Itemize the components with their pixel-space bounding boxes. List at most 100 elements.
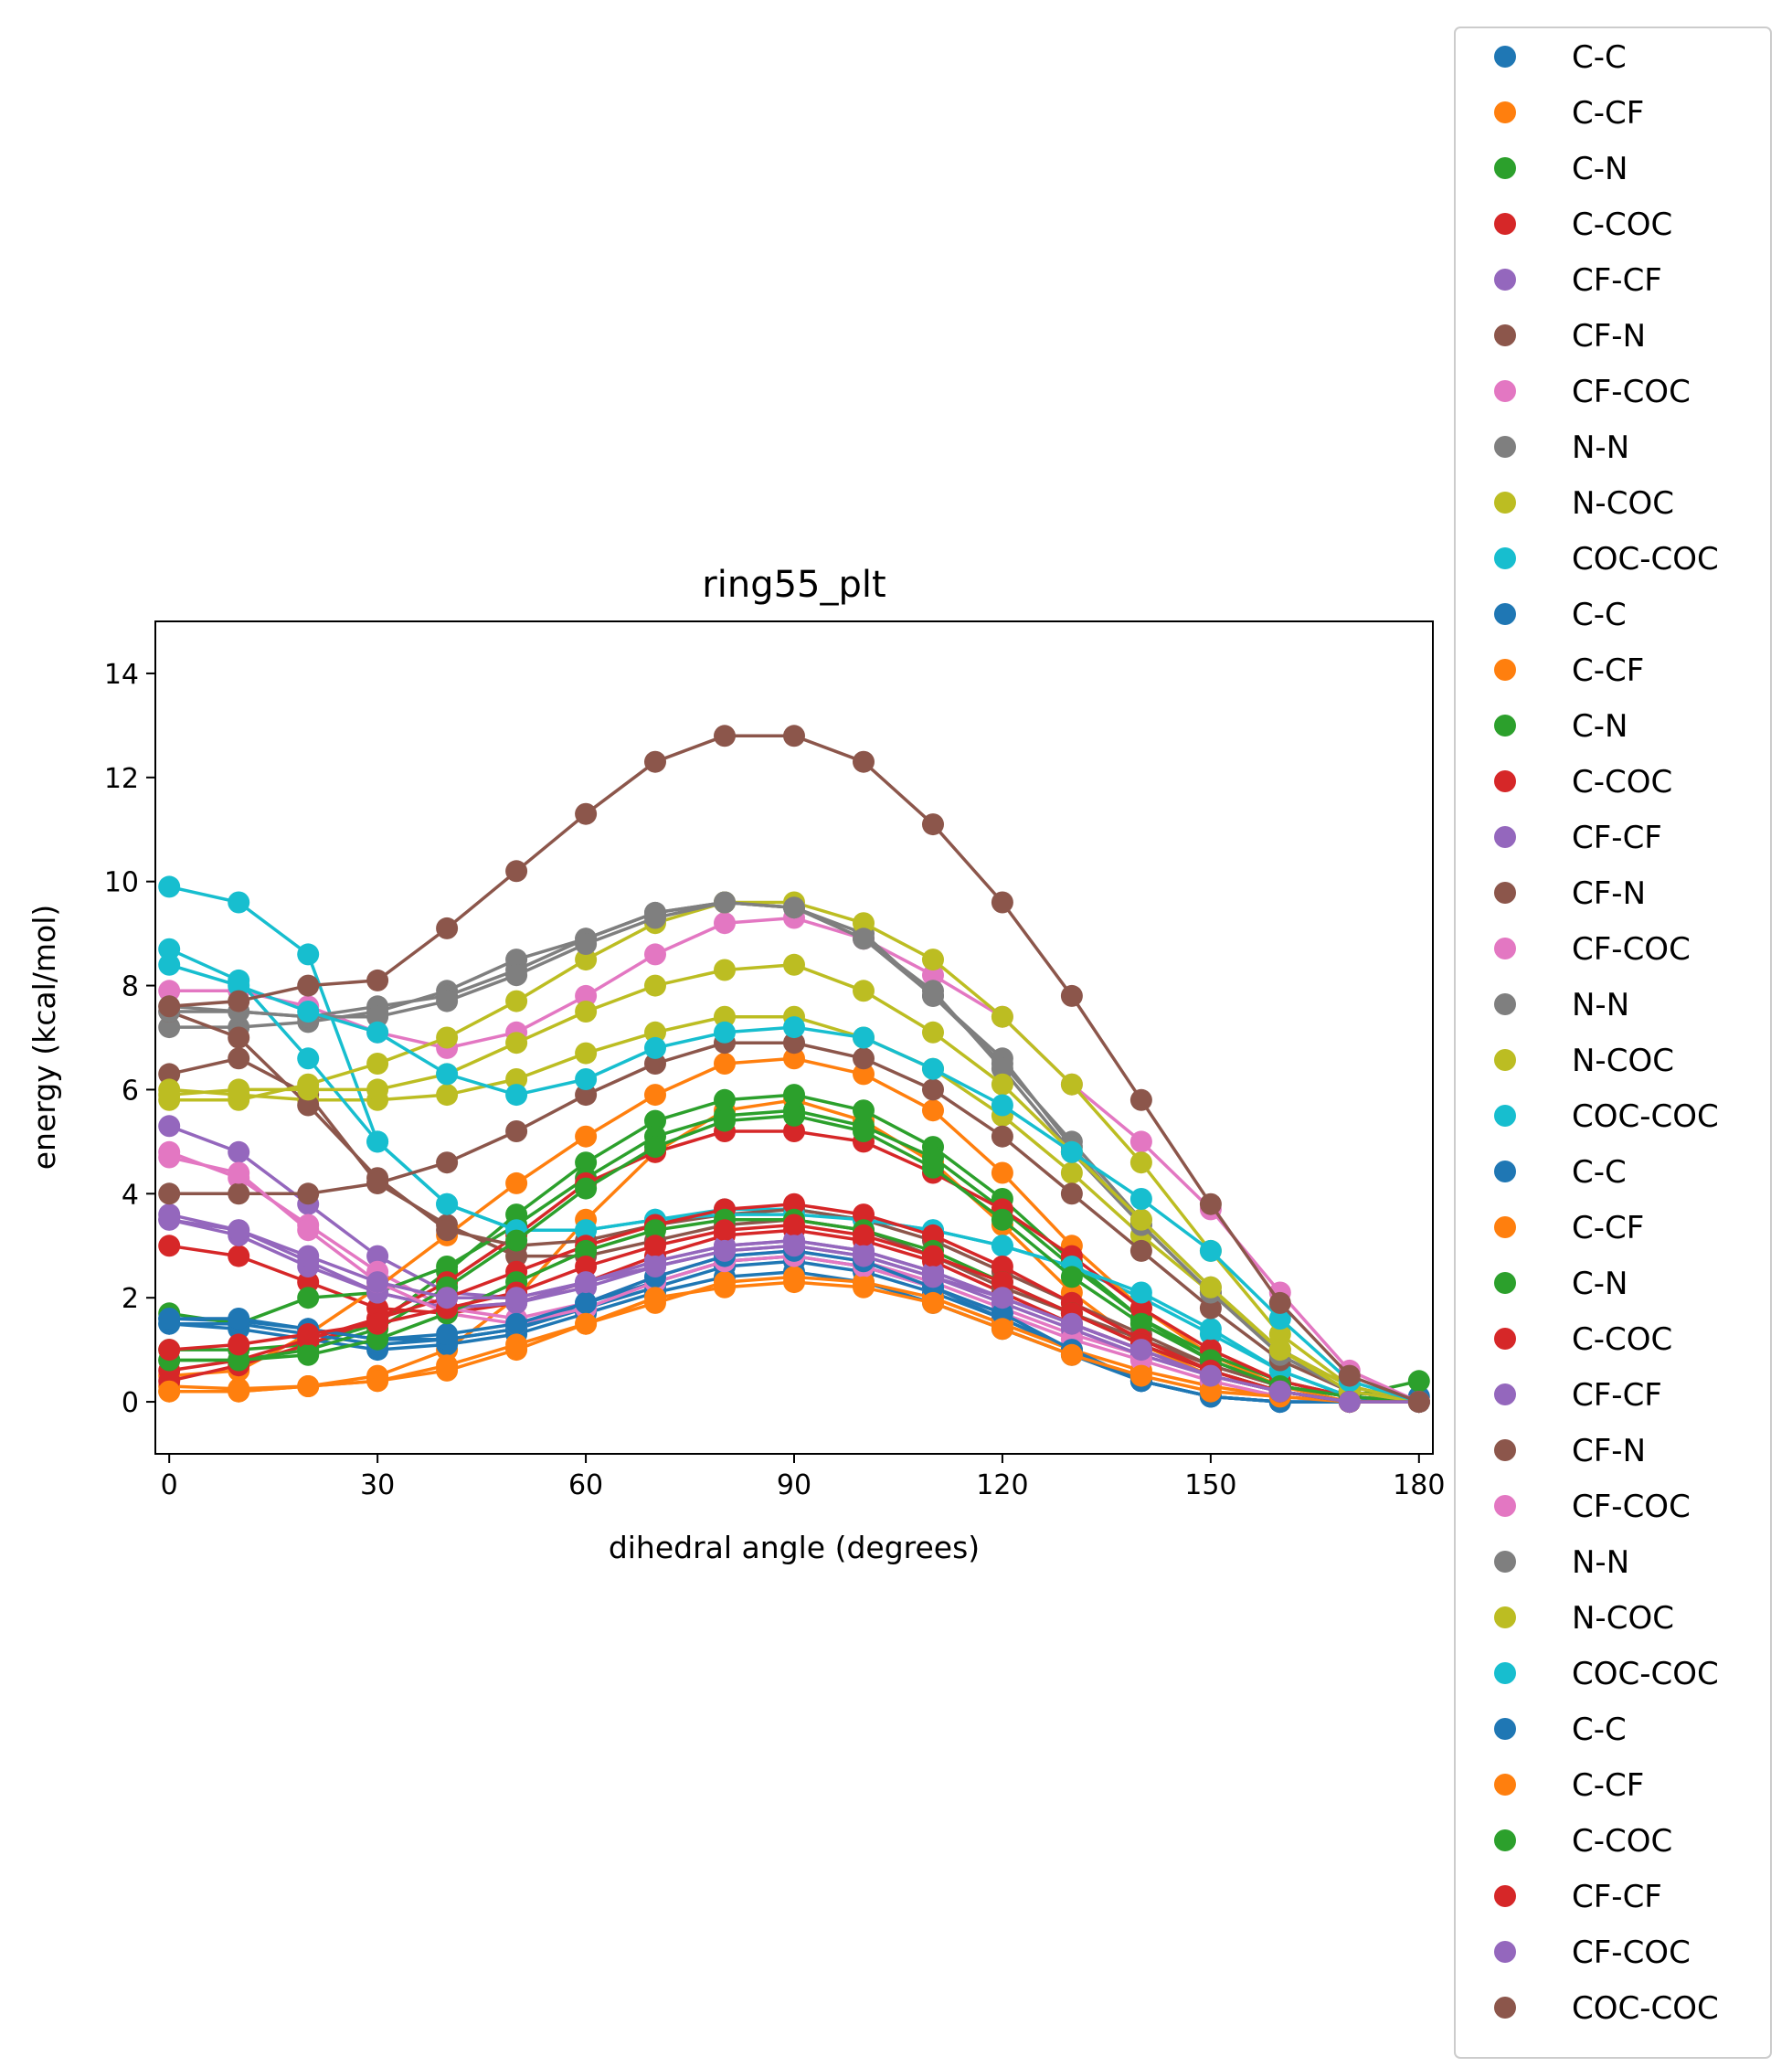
data-point xyxy=(853,928,875,950)
data-point xyxy=(1199,1380,1222,1403)
data-point xyxy=(575,1151,598,1174)
data-point xyxy=(1268,1380,1291,1403)
data-point xyxy=(853,1047,875,1070)
x-tick-label: 0 xyxy=(161,1469,178,1501)
legend-label: C-COC xyxy=(1572,207,1672,243)
legend-label: N-N xyxy=(1572,429,1629,466)
data-point xyxy=(436,1219,459,1242)
legend-label: CF-COC xyxy=(1572,374,1691,410)
data-point xyxy=(1338,1364,1361,1387)
legend-label: CF-COC xyxy=(1572,1489,1691,1525)
data-point xyxy=(853,1120,875,1142)
x-tick-label: 180 xyxy=(1393,1469,1445,1501)
data-point xyxy=(1199,1239,1222,1262)
data-point xyxy=(158,875,181,898)
data-point xyxy=(436,1354,459,1377)
legend-label: C-C xyxy=(1572,39,1627,76)
legend-item: C-N xyxy=(1494,1266,1628,1302)
data-point xyxy=(1060,1161,1083,1184)
legend-item: C-N xyxy=(1494,151,1628,187)
data-point xyxy=(1129,1088,1152,1111)
legend-item: CF-N xyxy=(1494,1433,1646,1469)
data-point xyxy=(575,1001,598,1023)
data-point xyxy=(991,1094,1013,1117)
legend-label: COC-COC xyxy=(1572,1990,1719,2027)
data-point xyxy=(1060,1312,1083,1335)
x-axis: 0 30 60 90 120 150 180 xyxy=(161,1454,1445,1501)
data-point xyxy=(644,1053,666,1075)
legend-marker xyxy=(1494,770,1516,792)
data-point xyxy=(158,980,181,1002)
data-point xyxy=(575,1256,598,1277)
data-point xyxy=(366,1171,389,1194)
legend-marker xyxy=(1494,1272,1516,1294)
data-point xyxy=(228,1161,250,1184)
legend-marker xyxy=(1494,1774,1516,1796)
legend-label: CF-CF xyxy=(1572,1879,1662,1915)
data-point xyxy=(228,1140,250,1163)
data-point xyxy=(644,750,666,773)
legend-item: C-CF xyxy=(1494,95,1644,132)
data-point xyxy=(228,974,250,997)
data-point xyxy=(436,1084,459,1107)
y-axis-label: energy (kcal/mol) xyxy=(27,905,62,1171)
legend-item: C-C xyxy=(1494,1712,1627,1748)
legend-marker xyxy=(1494,826,1516,848)
data-point xyxy=(714,1053,736,1075)
legend-item: COC-COC xyxy=(1494,1990,1719,2027)
data-point xyxy=(714,1239,736,1262)
data-point xyxy=(853,912,875,935)
legend-item: N-N xyxy=(1494,429,1629,466)
legend-marker xyxy=(1494,1997,1516,2019)
data-point xyxy=(366,969,389,991)
data-point xyxy=(228,1308,250,1330)
legend-label: C-COC xyxy=(1572,764,1672,800)
y-tick-label: 6 xyxy=(122,1075,139,1107)
data-point xyxy=(853,1276,875,1298)
data-point xyxy=(1129,1239,1152,1262)
data-point xyxy=(297,1375,320,1397)
data-point xyxy=(366,1271,389,1294)
legend-marker xyxy=(1494,436,1516,458)
legend-marker xyxy=(1494,1216,1516,1238)
legend-label: CF-N xyxy=(1572,875,1646,912)
legend-marker xyxy=(1494,1885,1516,1907)
data-point xyxy=(505,1333,528,1356)
y-tick-label: 10 xyxy=(104,867,139,899)
data-point xyxy=(228,1349,250,1372)
data-point xyxy=(228,1219,250,1242)
data-point xyxy=(783,1192,805,1215)
data-point xyxy=(714,1109,736,1132)
legend-label: N-COC xyxy=(1572,1600,1674,1637)
data-point xyxy=(158,1146,181,1169)
y-tick-label: 0 xyxy=(122,1387,139,1419)
data-point xyxy=(1060,1140,1083,1163)
data-point xyxy=(853,1224,875,1246)
series-26 xyxy=(158,1032,1430,1414)
legend-marker xyxy=(1494,882,1516,904)
data-point xyxy=(1268,1308,1291,1330)
legend-label: CF-CF xyxy=(1572,262,1662,299)
y-tick-label: 14 xyxy=(104,659,139,691)
data-point xyxy=(158,1182,181,1205)
legend-item: N-N xyxy=(1494,1544,1629,1581)
legend-label: COC-COC xyxy=(1572,1656,1719,1692)
data-point xyxy=(1338,1391,1361,1414)
data-point xyxy=(991,1057,1013,1080)
data-point xyxy=(366,1021,389,1044)
data-point xyxy=(922,980,944,1002)
data-point xyxy=(991,1318,1013,1341)
data-point xyxy=(1060,1073,1083,1096)
plot-area xyxy=(158,725,1430,1414)
legend-marker xyxy=(1494,1718,1516,1740)
data-point xyxy=(922,1099,944,1122)
data-point xyxy=(1199,1297,1222,1320)
data-point xyxy=(436,1026,459,1049)
y-tick-label: 8 xyxy=(122,971,139,1003)
data-point xyxy=(853,750,875,773)
data-point xyxy=(505,1229,528,1252)
data-point xyxy=(991,1302,1013,1325)
data-point xyxy=(644,1036,666,1059)
data-point xyxy=(714,1219,736,1242)
legend-frame xyxy=(1454,26,1772,2059)
